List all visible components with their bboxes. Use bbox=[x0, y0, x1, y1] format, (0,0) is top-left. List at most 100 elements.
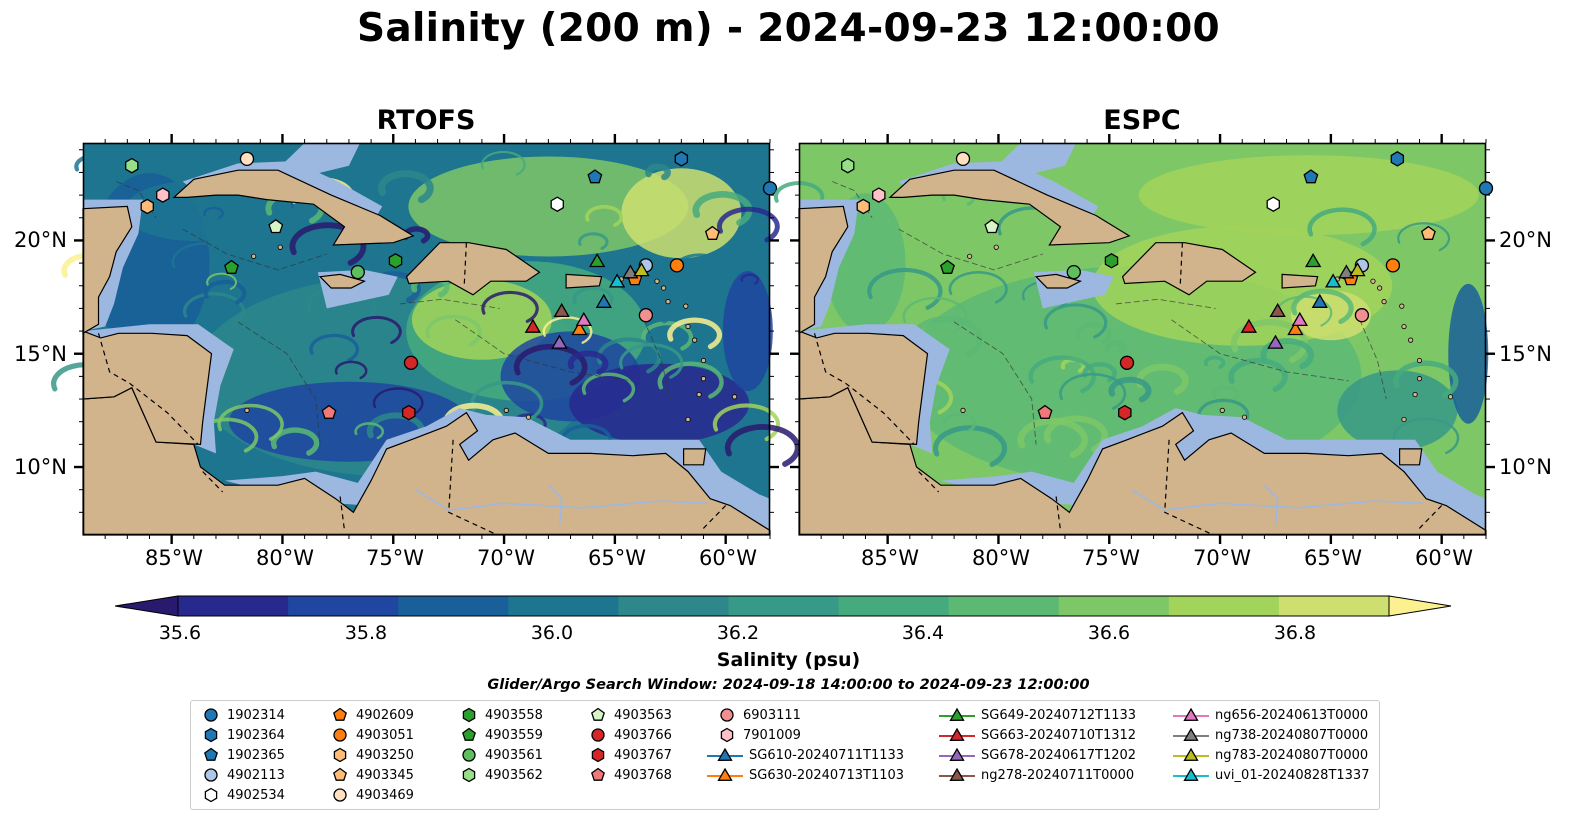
platform-sg649-20240712t1133[interactable] bbox=[588, 253, 606, 268]
legend-marker[interactable] bbox=[591, 747, 605, 763]
legend-marker[interactable] bbox=[717, 767, 733, 781]
platform-sg663-20240710t1312[interactable] bbox=[1240, 318, 1258, 333]
platform-4903558[interactable] bbox=[388, 253, 403, 269]
platform-4903563[interactable] bbox=[984, 218, 1000, 234]
platform-4902534[interactable] bbox=[1266, 196, 1280, 212]
legend-marker[interactable] bbox=[333, 788, 347, 802]
legend-label: ng783-20240807T0000 bbox=[1215, 747, 1369, 763]
legend-marker[interactable] bbox=[949, 747, 965, 761]
platform-ng783-20240807t0000[interactable] bbox=[1349, 262, 1366, 277]
platform-4903051[interactable] bbox=[1385, 258, 1401, 273]
platform-4903345[interactable] bbox=[1420, 225, 1436, 240]
platform-sg649-20240712t1133[interactable] bbox=[1304, 253, 1322, 268]
legend-marker-icon bbox=[333, 728, 347, 742]
platform-4903051[interactable] bbox=[669, 258, 685, 273]
legend-marker[interactable] bbox=[1183, 707, 1199, 721]
legend-marker[interactable] bbox=[949, 727, 965, 741]
platform-4903767[interactable] bbox=[402, 404, 416, 421]
legend-label: 4902609 bbox=[356, 707, 414, 723]
legend-marker[interactable] bbox=[204, 727, 218, 743]
legend-marker[interactable] bbox=[717, 747, 733, 761]
legend-marker[interactable] bbox=[333, 747, 347, 763]
platform-4903766[interactable] bbox=[403, 355, 419, 370]
platform-4903250[interactable] bbox=[856, 198, 870, 215]
legend-marker[interactable] bbox=[591, 728, 605, 742]
legend-label: 7901009 bbox=[743, 727, 801, 743]
legend-marker-icon bbox=[204, 747, 218, 761]
legend-marker[interactable] bbox=[333, 728, 347, 742]
legend-marker[interactable] bbox=[462, 727, 476, 741]
platform-ng656-20240613t0000[interactable] bbox=[575, 311, 593, 327]
platform-4903559[interactable] bbox=[940, 259, 955, 274]
legend-marker[interactable] bbox=[949, 707, 965, 721]
legend-marker[interactable] bbox=[462, 767, 476, 783]
lat-label-right-15n: 15°N bbox=[1499, 342, 1552, 366]
legend-marker[interactable] bbox=[1183, 767, 1199, 781]
platform-4903250[interactable] bbox=[140, 198, 154, 215]
platform-uvi_01-20240828t1337[interactable] bbox=[1324, 273, 1342, 288]
platform-ng278-20240711t0000[interactable] bbox=[1269, 302, 1286, 318]
legend-marker[interactable] bbox=[462, 748, 476, 762]
platform-4903768[interactable] bbox=[1037, 404, 1053, 419]
platform-4903469[interactable] bbox=[955, 151, 971, 167]
platform-sg610-20240711t1133[interactable] bbox=[595, 293, 612, 308]
platform-4903345[interactable] bbox=[704, 225, 720, 240]
platform-sg678-20240617t1202[interactable] bbox=[1267, 334, 1284, 349]
legend-marker[interactable] bbox=[204, 787, 218, 803]
platform-4903562[interactable] bbox=[125, 157, 139, 174]
colorbar-segment bbox=[728, 596, 840, 616]
legend-marker[interactable] bbox=[1183, 747, 1199, 761]
legend-marker-icon bbox=[462, 727, 476, 741]
platform-4903561[interactable] bbox=[1066, 265, 1081, 280]
platform-4902534[interactable] bbox=[550, 196, 564, 212]
platform-uvi_01-20240828t1337[interactable] bbox=[608, 273, 626, 288]
legend-marker[interactable] bbox=[204, 768, 218, 782]
platform-4903767[interactable] bbox=[1118, 404, 1132, 421]
platform-4903469[interactable] bbox=[239, 151, 255, 167]
platform-4903768[interactable] bbox=[321, 404, 337, 419]
platform-4903558[interactable] bbox=[1104, 253, 1119, 269]
platform-sg678-20240617t1202[interactable] bbox=[551, 334, 568, 349]
platform-7901009[interactable] bbox=[156, 187, 170, 203]
legend-marker[interactable] bbox=[333, 707, 347, 721]
legend-marker[interactable] bbox=[1183, 727, 1199, 741]
platform-1902314[interactable] bbox=[762, 181, 778, 196]
platform-6903111[interactable] bbox=[638, 308, 654, 323]
platform-ng738-20240807t0000[interactable] bbox=[1338, 264, 1355, 279]
platform-ng738-20240807t0000[interactable] bbox=[622, 264, 639, 279]
colorbar-segment bbox=[178, 596, 289, 616]
espc-map[interactable] bbox=[773, 134, 1495, 544]
legend-marker[interactable] bbox=[462, 707, 476, 723]
platform-4903766[interactable] bbox=[1119, 355, 1135, 370]
lat-label-left-10n: 10°N bbox=[14, 455, 67, 479]
platform-ng278-20240711t0000[interactable] bbox=[553, 302, 570, 318]
platform-ng783-20240807t0000[interactable] bbox=[633, 262, 650, 277]
platform-4903561[interactable] bbox=[350, 265, 365, 280]
platform-6903111[interactable] bbox=[1354, 308, 1370, 323]
platform-4903559[interactable] bbox=[224, 259, 239, 274]
legend-marker[interactable] bbox=[949, 767, 965, 781]
rtofs-map[interactable] bbox=[51, 134, 801, 544]
platform-ng656-20240613t0000[interactable] bbox=[1291, 311, 1309, 327]
lon-label-right-75w: 75°W bbox=[1082, 546, 1140, 570]
platform-sg610-20240711t1133[interactable] bbox=[1311, 293, 1328, 308]
platform-1902365[interactable] bbox=[587, 169, 603, 184]
legend-marker[interactable] bbox=[720, 727, 734, 743]
platform-1902364[interactable] bbox=[674, 151, 689, 167]
legend-marker[interactable] bbox=[720, 708, 734, 722]
platform-sg630-20240713t1103[interactable] bbox=[571, 320, 588, 336]
platform-1902314[interactable] bbox=[1478, 181, 1494, 196]
legend-marker[interactable] bbox=[591, 767, 605, 781]
platform-7901009[interactable] bbox=[872, 187, 886, 203]
legend-label: 4903767 bbox=[614, 747, 672, 763]
platform-1902365[interactable] bbox=[1303, 169, 1319, 184]
legend-marker[interactable] bbox=[204, 747, 218, 761]
legend-marker[interactable] bbox=[204, 708, 218, 722]
platform-sg630-20240713t1103[interactable] bbox=[1287, 320, 1304, 336]
platform-1902364[interactable] bbox=[1390, 151, 1405, 167]
legend-marker[interactable] bbox=[333, 767, 347, 781]
platform-4903563[interactable] bbox=[268, 218, 284, 234]
platform-4903562[interactable] bbox=[841, 157, 855, 174]
legend-marker[interactable] bbox=[591, 707, 605, 721]
platform-sg663-20240710t1312[interactable] bbox=[524, 318, 542, 333]
